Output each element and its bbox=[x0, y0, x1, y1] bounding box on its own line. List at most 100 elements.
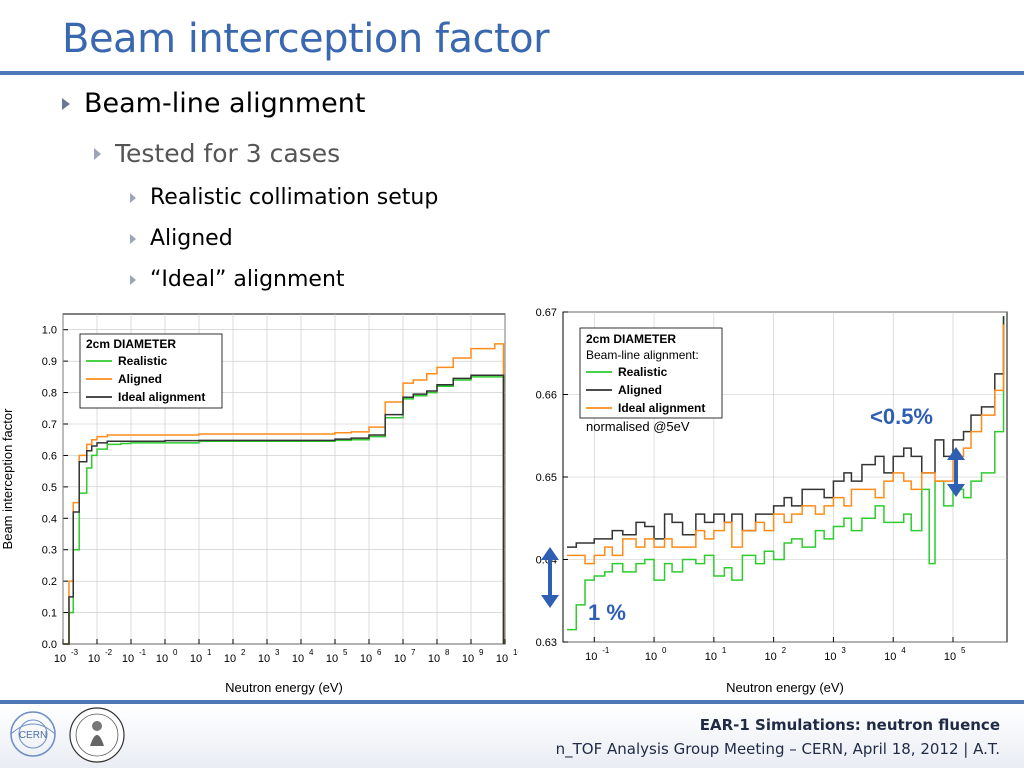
x-tick-exponent: 4 bbox=[309, 648, 314, 657]
x-tick-label: 10 bbox=[292, 653, 304, 665]
chart-left: 0.00.10.20.30.40.50.60.70.80.91.0 10-310… bbox=[0, 313, 523, 695]
x-tick-label: 10 bbox=[705, 651, 717, 663]
x-tick-exponent: 0 bbox=[662, 646, 667, 655]
x-tick-label: 10 bbox=[944, 651, 956, 663]
x-tick-label: 10 bbox=[428, 653, 440, 665]
x-tick-exponent: 3 bbox=[841, 646, 846, 655]
bullet-text: Realistic collimation setup bbox=[150, 185, 439, 210]
bullet-arrow-icon bbox=[130, 274, 136, 285]
y-tick-label: 0.63 bbox=[536, 637, 557, 649]
bullet-arrow-icon bbox=[94, 147, 101, 160]
series-line-realistic bbox=[567, 316, 1005, 631]
cern-logo-icon: CERN bbox=[10, 711, 56, 757]
x-tick-exponent: 2 bbox=[782, 646, 787, 655]
y-tick-label: 0.3 bbox=[42, 545, 57, 557]
double-arrow-icon bbox=[541, 547, 559, 608]
y-axis-label: Beam interception factor bbox=[0, 408, 15, 550]
x-tick-label: 10 bbox=[360, 653, 372, 665]
x-tick-labels: 10 -1 10 0 10 1 10 2 10 3 10 4 10 5 bbox=[585, 646, 966, 663]
x-tick-exponent: -1 bbox=[139, 648, 147, 657]
y-tick-label: 0.6 bbox=[42, 450, 57, 462]
x-tick-exponent: -3 bbox=[71, 648, 79, 657]
bullet-arrow-icon bbox=[62, 97, 70, 110]
y-tick-labels: 0.0 0.1 0.2 0.3 0.4 0.5 0.6 0.7 0.8 0.9 1.0 bbox=[42, 325, 57, 651]
y-tick-label: 0.65 bbox=[536, 472, 557, 484]
series-line-ideal-alignment bbox=[567, 324, 1005, 565]
x-tick-label: 10 bbox=[122, 653, 134, 665]
x-tick-label: 10 bbox=[258, 653, 270, 665]
bullet-arrow-icon bbox=[130, 192, 136, 203]
x-tick-exponent: 2 bbox=[241, 648, 246, 657]
bullet-text: “Ideal” alignment bbox=[150, 267, 345, 292]
x-axis-label: Neutron energy (eV) bbox=[726, 680, 844, 695]
footer-divider bbox=[0, 700, 1024, 704]
bullet-level-3: “Ideal” alignment bbox=[130, 267, 345, 292]
footer bbox=[0, 704, 1024, 768]
y-tick-label: 0.4 bbox=[42, 513, 57, 525]
x-tick-exponent: 6 bbox=[377, 648, 382, 657]
y-tick-label: 0.7 bbox=[42, 419, 57, 431]
annotation-half-percent: <0.5% bbox=[870, 404, 933, 429]
legend: 2cm DIAMETER Beam-line alignment: Realis… bbox=[579, 327, 723, 419]
y-tick-label: 0.8 bbox=[42, 388, 57, 400]
x-tick-labels: 10-310-210-11001011021031041051061071081… bbox=[54, 648, 523, 665]
legend-title: 2cm DIAMETER bbox=[586, 332, 676, 346]
bullet-level-1: Beam-line alignment bbox=[62, 88, 365, 119]
normalisation-note: normalised @5eV bbox=[586, 419, 690, 434]
series-group bbox=[63, 343, 505, 645]
x-tick-exponent: 4 bbox=[901, 646, 906, 655]
y-tick-label: 1.0 bbox=[42, 325, 57, 337]
bullet-arrow-icon bbox=[130, 233, 136, 244]
x-tick-exponent: 0 bbox=[173, 648, 178, 657]
x-tick-label: 10 bbox=[224, 653, 236, 665]
x-tick-label: 10 bbox=[884, 651, 896, 663]
bullet-level-3: Aligned bbox=[130, 226, 233, 251]
series-line-aligned bbox=[567, 316, 1005, 548]
x-tick-label: 10 bbox=[585, 651, 597, 663]
x-tick-label: 10 bbox=[824, 651, 836, 663]
y-tick-label: 0.0 bbox=[42, 639, 57, 651]
x-tick-label: 10 bbox=[645, 651, 657, 663]
footer-meeting-info: n_TOF Analysis Group Meeting – CERN, Apr… bbox=[555, 740, 1000, 758]
x-tick-exponent: 5 bbox=[961, 646, 966, 655]
bullet-level-3: Realistic collimation setup bbox=[130, 185, 438, 210]
cern-logo-text: CERN bbox=[19, 730, 47, 741]
legend-label-aligned: Aligned bbox=[618, 383, 662, 397]
y-tick-label: 0.1 bbox=[42, 608, 57, 620]
x-tick-label: 10 bbox=[394, 653, 406, 665]
chart-left-panel: 0.0 0.1 0.2 0.3 0.4 0.5 0.6 0.7 0.8 0.9 1.0 10 -3 10… bbox=[0, 302, 523, 698]
x-tick-label: 10 bbox=[54, 653, 66, 665]
x-tick-label: 10 bbox=[156, 653, 168, 665]
legend-box bbox=[579, 327, 723, 419]
series-line-ideal-alignment bbox=[63, 374, 505, 645]
x-tick-label: 10 bbox=[496, 653, 508, 665]
x-tick-exponent: 8 bbox=[445, 648, 450, 657]
annotation-one-percent: 1 % bbox=[588, 600, 626, 625]
x-tick-exponent: 1 bbox=[722, 646, 727, 655]
x-axis-label: Neutron energy (eV) bbox=[225, 680, 343, 695]
x-tick-exponent: 5 bbox=[343, 648, 348, 657]
chart-right-panel: 0.63 0.64 0.65 0.66 0.67 10 -1 10 0 10 1 10 2 10 3 10 4… bbox=[520, 302, 1024, 698]
legend-label-aligned: Aligned bbox=[118, 372, 162, 386]
legend-subtitle: Beam-line alignment: bbox=[586, 348, 699, 362]
chart-right: 0.630.640.650.660.67 10-1100101102103104… bbox=[536, 307, 1008, 695]
double-arrow-icon bbox=[947, 447, 965, 497]
legend-title: 2cm DIAMETER bbox=[86, 337, 176, 351]
x-tick-label: 10 bbox=[462, 653, 474, 665]
x-tick-exponent: 7 bbox=[411, 648, 416, 657]
legend-label-ideal: Ideal alignment bbox=[618, 401, 705, 415]
footer-event-title: EAR-1 Simulations: neutron fluence bbox=[699, 716, 1000, 734]
series-group bbox=[567, 316, 1005, 631]
university-seal-icon bbox=[69, 707, 125, 763]
legend-box bbox=[79, 333, 223, 409]
x-tick-label: 10 bbox=[326, 653, 338, 665]
x-tick-exponent: 9 bbox=[479, 648, 484, 657]
bullet-text: Aligned bbox=[150, 226, 233, 251]
legend-label-realistic: Realistic bbox=[618, 365, 668, 379]
grid bbox=[62, 314, 506, 645]
y-tick-label: 0.5 bbox=[42, 482, 57, 494]
y-tick-label: 0.2 bbox=[42, 576, 57, 588]
x-tick-exponent: 1 bbox=[207, 648, 212, 657]
x-tick-label: 10 bbox=[88, 653, 100, 665]
x-tick-label: 10 bbox=[765, 651, 777, 663]
